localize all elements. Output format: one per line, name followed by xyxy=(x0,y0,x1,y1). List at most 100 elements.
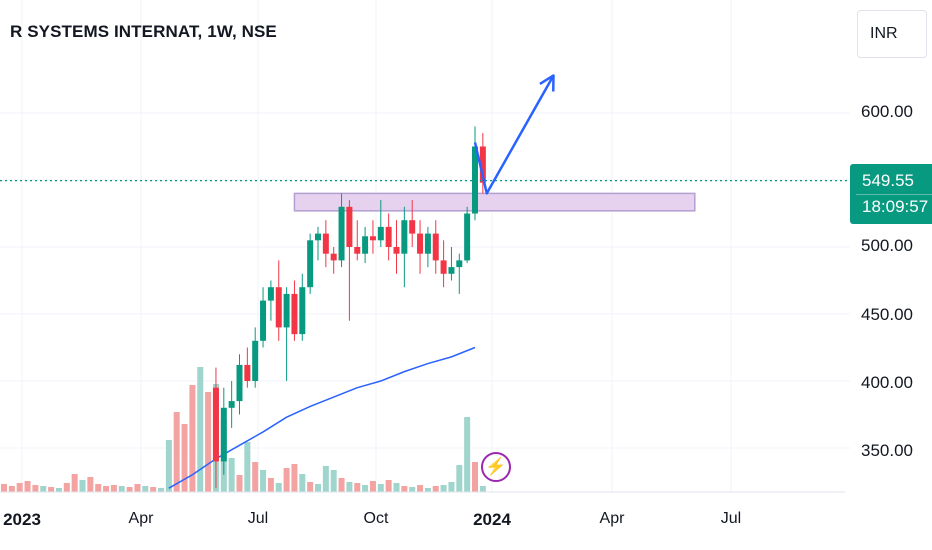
candle-body xyxy=(315,233,321,241)
volume-bar xyxy=(205,392,212,492)
volume-bar xyxy=(63,483,70,492)
volume-bar xyxy=(291,464,298,492)
price-tick: 400.00 xyxy=(861,373,913,392)
volume-bar xyxy=(8,486,15,492)
candle-body xyxy=(338,206,345,261)
volume-bar xyxy=(87,477,94,492)
candle-body xyxy=(212,387,219,462)
support-zone xyxy=(293,192,696,212)
volume-bars xyxy=(1,367,486,492)
candle-body xyxy=(393,247,400,254)
candle-body xyxy=(448,267,455,274)
volume-bar xyxy=(283,468,290,492)
candle-body xyxy=(369,236,376,241)
volume-bar xyxy=(330,470,337,492)
flash-icon[interactable]: ⚡ xyxy=(481,452,511,482)
candle-body xyxy=(307,240,314,288)
volume-bar xyxy=(110,485,117,492)
candle-body xyxy=(424,233,431,254)
volume-bar xyxy=(252,462,259,492)
volume-bar xyxy=(354,483,361,492)
candle-body xyxy=(385,226,392,247)
candle-body xyxy=(472,146,478,214)
volume-bar xyxy=(424,488,431,492)
time-tick: Jul xyxy=(247,510,269,527)
volume-bar xyxy=(103,486,110,492)
volume-bar xyxy=(40,486,47,492)
candle-body xyxy=(362,236,369,254)
volume-bar xyxy=(55,488,62,492)
volume-bar xyxy=(71,474,78,492)
volume-bar xyxy=(322,466,329,492)
time-tick: Apr xyxy=(599,510,625,527)
candle-body xyxy=(377,226,384,241)
current-price-badge: 549.55 18:09:57 xyxy=(850,164,932,224)
volume-bar xyxy=(362,485,369,492)
volume-bar xyxy=(377,484,384,492)
volume-bar xyxy=(134,484,141,492)
volume-bar xyxy=(118,486,125,492)
volume-bar xyxy=(464,417,471,492)
arrow-head xyxy=(539,74,555,92)
bar-countdown: 18:09:57 xyxy=(862,197,929,216)
volume-bar xyxy=(158,488,164,492)
volume-bar xyxy=(16,483,23,492)
candle-body xyxy=(322,233,329,254)
volume-bar xyxy=(24,481,31,492)
volume-bar xyxy=(197,367,204,492)
current-price-value: 549.55 xyxy=(862,171,914,190)
volume-bar xyxy=(165,440,172,492)
time-tick: Jul xyxy=(720,510,742,527)
volume-bar xyxy=(299,474,306,492)
volume-bar xyxy=(417,485,424,492)
volume-bar xyxy=(189,385,196,492)
candle-body xyxy=(479,146,486,183)
volume-bar xyxy=(79,480,86,492)
volume-bar xyxy=(479,486,486,492)
volume-bar xyxy=(48,487,55,492)
badge-divider xyxy=(856,194,932,195)
candle-body xyxy=(244,364,251,381)
volume-bar xyxy=(275,483,282,492)
volume-bar xyxy=(385,480,392,492)
volume-bar xyxy=(126,487,133,492)
volume-bar xyxy=(142,486,149,492)
volume-bar xyxy=(228,458,235,492)
volume-bar xyxy=(393,483,400,492)
volume-bar xyxy=(32,485,39,492)
candle-body xyxy=(299,287,306,335)
candle-body xyxy=(275,287,282,328)
symbol-title[interactable]: R SYSTEMS INTERNAT, 1W, NSE xyxy=(10,22,277,41)
candle-body xyxy=(283,293,290,328)
candle-body xyxy=(252,340,259,381)
candle-body xyxy=(228,401,235,408)
candle-body xyxy=(291,293,298,335)
volume-bar xyxy=(1,484,7,492)
ma-line xyxy=(168,346,476,489)
volume-bar xyxy=(440,485,447,492)
volume-bar xyxy=(267,478,274,492)
candle-body xyxy=(354,247,361,254)
volume-bar xyxy=(244,442,251,492)
volume-bar xyxy=(307,482,314,492)
candle-body xyxy=(456,260,463,268)
volume-bar xyxy=(456,465,463,492)
moving-average xyxy=(168,346,476,489)
candle-body xyxy=(440,260,447,274)
price-tick: 500.00 xyxy=(861,236,913,255)
volume-bar xyxy=(346,482,353,492)
currency-label: INR xyxy=(870,25,898,42)
candle-body xyxy=(432,233,439,261)
volume-bar xyxy=(409,487,416,492)
volume-bar xyxy=(401,486,408,492)
volume-bar xyxy=(181,424,188,492)
grid xyxy=(0,0,850,492)
price-tick: 450.00 xyxy=(861,305,913,324)
volume-bar xyxy=(448,482,455,492)
time-tick: Oct xyxy=(363,510,389,527)
volume-bar xyxy=(236,475,243,492)
candle-body xyxy=(267,287,274,301)
candle-body xyxy=(464,213,471,261)
currency-selector[interactable]: INR xyxy=(857,10,927,58)
